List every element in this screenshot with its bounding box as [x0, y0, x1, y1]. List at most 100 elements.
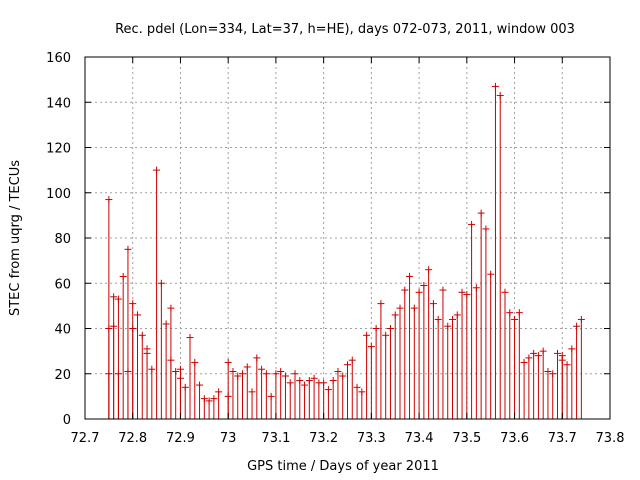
data-point [105, 370, 113, 419]
data-point [367, 343, 375, 419]
data-point [124, 367, 132, 419]
data-point [496, 91, 504, 419]
data-point [110, 322, 118, 419]
data-point [315, 379, 323, 419]
data-point [119, 272, 127, 419]
data-point [138, 331, 146, 419]
data-point [114, 370, 122, 419]
data-point [549, 370, 557, 419]
data-point [577, 315, 585, 419]
data-point [272, 370, 280, 419]
x-tick-label: 73.6 [500, 431, 529, 446]
data-point [339, 372, 347, 419]
data-point [267, 392, 275, 419]
data-point [525, 354, 533, 419]
data-point [262, 370, 270, 419]
data-point [253, 354, 261, 419]
data-point [234, 372, 242, 419]
data-point [153, 166, 161, 419]
chart-title: Rec. pdel (Lon=334, Lat=37, h=HE), days … [115, 22, 575, 37]
data-point [449, 315, 456, 419]
data-point [410, 304, 418, 419]
y-tick-label: 140 [46, 96, 71, 111]
data-point [491, 82, 499, 419]
data-point [468, 220, 476, 419]
data-point [286, 379, 294, 419]
data-point [162, 320, 170, 419]
data-point [439, 286, 447, 419]
data-point [129, 325, 137, 419]
data-point [501, 288, 509, 419]
data-point [420, 282, 428, 419]
data-point [415, 288, 423, 419]
y-tick-label: 80 [54, 232, 71, 247]
x-tick-label: 72.9 [166, 431, 195, 446]
x-tick-label: 72.8 [118, 431, 147, 446]
data-point [134, 311, 141, 419]
data-point [167, 356, 175, 419]
data-point [143, 345, 151, 419]
data-point [530, 349, 538, 419]
x-axis-label: GPS time / Days of year 2011 [247, 459, 439, 474]
data-point [329, 377, 337, 419]
data-point [444, 322, 452, 419]
data-point [200, 395, 208, 419]
data-point [482, 225, 490, 419]
data-point [239, 370, 246, 419]
data-point [344, 361, 351, 419]
data-point [520, 358, 528, 419]
data-point [157, 279, 165, 419]
data-point [544, 367, 552, 419]
data-point [353, 383, 361, 419]
x-tick-label: 73.2 [309, 431, 338, 446]
data-point [434, 315, 442, 419]
data-point [401, 286, 409, 419]
data-point [425, 266, 433, 419]
data-point [320, 379, 328, 419]
data-point [563, 361, 571, 419]
data-point [301, 381, 309, 419]
data-point [511, 315, 519, 419]
x-tick-label: 73.1 [261, 431, 290, 446]
data-point [176, 365, 184, 419]
data-point [539, 347, 547, 419]
data-point [391, 311, 399, 419]
data-point [429, 300, 437, 419]
data-point [515, 309, 523, 419]
data-point [210, 395, 218, 419]
data-point [472, 284, 480, 419]
data-point [554, 349, 561, 419]
data-point [396, 304, 404, 419]
x-tick-label: 73.3 [357, 431, 386, 446]
data-point [324, 386, 332, 419]
y-tick-label: 60 [54, 277, 71, 292]
x-tick-label: 73.7 [548, 431, 577, 446]
data-point [334, 367, 342, 419]
data-point [181, 383, 189, 419]
data-point [534, 352, 542, 419]
data-point [291, 370, 299, 419]
data-point [348, 356, 356, 419]
x-tick-label: 72.7 [71, 431, 100, 446]
y-tick-label: 160 [46, 51, 71, 66]
x-tick-label: 73.4 [405, 431, 434, 446]
data-series [105, 82, 585, 419]
data-point [277, 367, 285, 419]
data-point [191, 358, 199, 419]
data-point [558, 356, 566, 419]
data-point [243, 363, 251, 419]
data-point [487, 270, 495, 419]
data-point [568, 345, 576, 419]
data-point [148, 365, 156, 419]
data-point [310, 374, 318, 419]
axis-ticks: 72.7 72.8 72.9 73 73.1 73.2 73.3 73.4 73.5 73.6 73… [46, 51, 624, 446]
data-point [453, 311, 461, 419]
data-point [205, 397, 213, 419]
y-tick-label: 100 [46, 187, 71, 202]
x-tick-label: 73 [220, 431, 237, 446]
data-point [229, 367, 237, 419]
x-tick-label: 73.5 [452, 431, 481, 446]
data-point [506, 309, 514, 419]
data-point [281, 372, 289, 419]
